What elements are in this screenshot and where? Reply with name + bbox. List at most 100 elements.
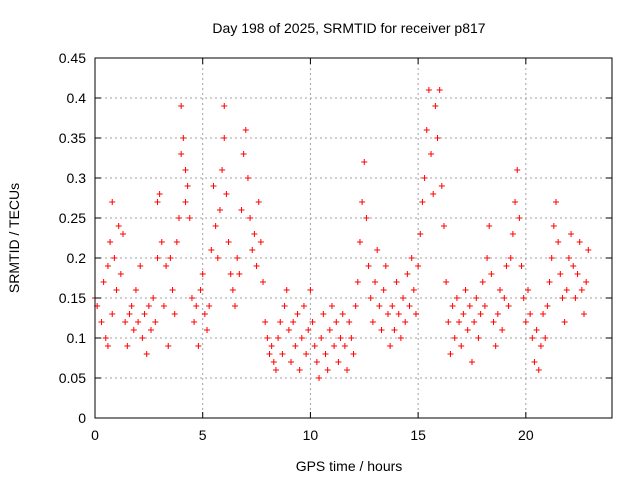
data-point: [216, 207, 223, 213]
data-point: [404, 271, 411, 277]
data-point: [288, 359, 295, 365]
data-point: [117, 271, 124, 277]
y-tick-label: 0.45: [59, 50, 86, 66]
data-point: [208, 247, 215, 253]
data-point: [154, 255, 161, 261]
data-point: [264, 335, 271, 341]
data-point: [406, 303, 413, 309]
data-point: [223, 191, 230, 197]
data-point: [160, 303, 167, 309]
x-axis-label: GPS time / hours: [296, 458, 403, 474]
y-tick-label: 0.05: [59, 370, 86, 386]
data-point: [285, 327, 292, 333]
data-point: [415, 263, 422, 269]
data-point: [496, 287, 503, 293]
data-point: [128, 303, 135, 309]
data-point: [393, 279, 400, 285]
data-point: [104, 343, 111, 349]
data-point: [124, 343, 131, 349]
data-point: [232, 303, 239, 309]
y-tick-label: 0: [78, 410, 86, 426]
data-point: [300, 303, 307, 309]
data-point: [290, 319, 297, 325]
data-point: [107, 239, 114, 245]
data-point: [178, 151, 185, 157]
data-point: [350, 351, 357, 357]
data-point: [109, 311, 116, 317]
data-point: [257, 239, 264, 245]
data-point: [240, 151, 247, 157]
data-point: [402, 319, 409, 325]
data-point: [410, 287, 417, 293]
data-point: [212, 223, 219, 229]
data-point: [430, 191, 437, 197]
data-point: [524, 287, 531, 293]
data-point: [490, 319, 497, 325]
data-point: [412, 311, 419, 317]
points-layer: [92, 87, 592, 381]
data-point: [268, 343, 275, 349]
data-point: [533, 327, 540, 333]
data-point: [568, 231, 575, 237]
data-point: [509, 231, 516, 237]
x-tick-label: 5: [199, 427, 207, 443]
data-point: [499, 327, 506, 333]
data-point: [186, 215, 193, 221]
data-point: [363, 215, 370, 221]
data-point: [191, 319, 198, 325]
data-point: [537, 343, 544, 349]
y-tick-label: 0.35: [59, 130, 86, 146]
data-point: [565, 255, 572, 261]
data-point: [492, 343, 499, 349]
data-point: [154, 199, 161, 205]
data-point: [214, 255, 221, 261]
data-point: [178, 103, 185, 109]
data-point: [229, 287, 236, 293]
data-point: [307, 287, 314, 293]
data-point: [122, 319, 129, 325]
data-point: [484, 255, 491, 261]
data-point: [466, 303, 473, 309]
data-point: [507, 255, 514, 261]
data-point: [378, 327, 385, 333]
data-point: [165, 343, 172, 349]
data-point: [419, 199, 426, 205]
data-point: [451, 335, 458, 341]
data-point: [251, 231, 258, 237]
data-point: [150, 295, 157, 301]
data-point: [206, 303, 213, 309]
data-point: [501, 295, 508, 301]
data-point: [453, 295, 460, 301]
data-point: [529, 335, 536, 341]
data-point: [298, 335, 305, 341]
data-point: [328, 303, 335, 309]
data-point: [281, 303, 288, 309]
data-point: [421, 175, 428, 181]
data-point: [486, 223, 493, 229]
data-point: [540, 311, 547, 317]
data-point: [341, 343, 348, 349]
data-point: [574, 271, 581, 277]
data-point: [270, 359, 277, 365]
data-point: [356, 239, 363, 245]
data-point: [376, 303, 383, 309]
chart-title: Day 198 of 2025, SRMTID for receiver p81…: [212, 20, 485, 36]
data-point: [221, 135, 228, 141]
y-tick-label: 0.2: [67, 250, 87, 266]
data-point: [188, 295, 195, 301]
data-point: [395, 311, 402, 317]
data-point: [331, 343, 338, 349]
plot-frame: [94, 57, 613, 419]
data-point: [130, 327, 137, 333]
data-point: [126, 311, 133, 317]
x-tick-label: 20: [518, 427, 534, 443]
data-point: [279, 351, 286, 357]
data-point: [443, 279, 450, 285]
data-point: [141, 311, 148, 317]
data-point: [438, 183, 445, 189]
data-point: [158, 239, 165, 245]
data-point: [572, 295, 579, 301]
data-point: [417, 231, 424, 237]
data-point: [436, 87, 443, 93]
data-point: [320, 311, 327, 317]
